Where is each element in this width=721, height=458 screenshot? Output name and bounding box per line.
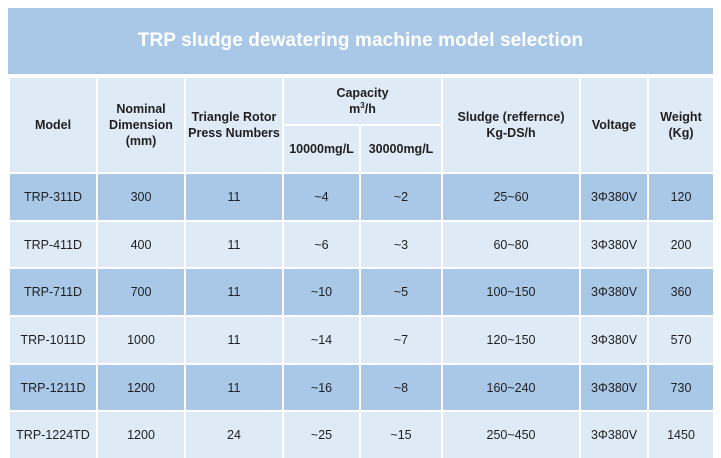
cell-dimension: 1200 <box>96 362 186 413</box>
header-model: Model <box>8 76 98 174</box>
header-sludge: Sludge (reffernce) Kg-DS/h <box>441 76 582 174</box>
cell-model: TRP-411D <box>8 219 98 270</box>
header-triangle-rotor: Triangle Rotor Press Numbers <box>184 76 284 174</box>
cell-rotors: 11 <box>184 219 284 270</box>
header-weight: Weight (Kg) <box>647 76 716 174</box>
header-capacity-10000: 10000mg/L <box>282 124 361 174</box>
cell-capacity-30000: ~3 <box>358 219 444 270</box>
cell-dimension: 300 <box>96 172 186 222</box>
header-rotor-line-2: Press Numbers <box>188 126 280 140</box>
cell-sludge: 25~60 <box>441 172 582 222</box>
cell-capacity-10000: ~25 <box>282 410 361 458</box>
cell-rotors: 11 <box>184 172 284 222</box>
cell-sludge: 250~450 <box>441 410 582 458</box>
cell-weight: 360 <box>647 267 716 318</box>
table-row: TRP-1224TD 1200 24 ~25 ~15 250~450 3Φ380… <box>8 410 716 458</box>
cell-weight: 730 <box>647 362 716 413</box>
cell-voltage: 3Φ380V <box>579 219 650 270</box>
model-selection-table: Model Nominal Dimension (mm) Triangle Ro… <box>8 76 716 458</box>
cell-weight: 1450 <box>647 410 716 458</box>
cell-capacity-30000: ~8 <box>358 362 444 413</box>
cell-weight: 200 <box>647 219 716 270</box>
cell-capacity-30000: ~2 <box>358 172 444 222</box>
cell-sludge: 100~150 <box>441 267 582 318</box>
cell-model: TRP-311D <box>8 172 98 222</box>
cell-sludge: 160~240 <box>441 362 582 413</box>
cell-capacity-30000: ~15 <box>358 410 444 458</box>
table-row: TRP-711D 700 11 ~10 ~5 100~150 3Φ380V 36… <box>8 267 716 318</box>
header-model-label: Model <box>34 118 72 132</box>
cell-capacity-10000: ~4 <box>282 172 361 222</box>
cell-model: TRP-1011D <box>8 315 98 365</box>
cell-capacity-30000: ~7 <box>358 315 444 365</box>
header-nominal-dimension: Nominal Dimension (mm) <box>96 76 186 174</box>
cell-sludge: 60~80 <box>441 219 582 270</box>
cell-dimension: 1200 <box>96 410 186 458</box>
header-weight-line-2: (Kg) <box>668 126 694 140</box>
header-nominal-line-1: Nominal <box>116 102 166 116</box>
cell-voltage: 3Φ380V <box>579 267 650 318</box>
cell-weight: 570 <box>647 315 716 365</box>
cell-voltage: 3Φ380V <box>579 410 650 458</box>
table-row: TRP-1011D 1000 11 ~14 ~7 120~150 3Φ380V … <box>8 315 716 365</box>
cell-rotors: 11 <box>184 362 284 413</box>
header-capacity-line-1: Capacity <box>336 86 389 100</box>
table-row: TRP-311D 300 11 ~4 ~2 25~60 3Φ380V 120 <box>8 172 716 222</box>
cell-voltage: 3Φ380V <box>579 315 650 365</box>
header-weight-line-1: Weight <box>660 110 702 124</box>
cell-rotors: 11 <box>184 267 284 318</box>
header-sludge-line-1: Sludge (reffernce) <box>457 110 565 124</box>
cell-capacity-10000: ~14 <box>282 315 361 365</box>
cell-capacity-10000: ~6 <box>282 219 361 270</box>
cell-capacity-30000: ~5 <box>358 267 444 318</box>
header-voltage-label: Voltage <box>591 118 637 132</box>
cell-model: TRP-1211D <box>8 362 98 413</box>
cell-sludge: 120~150 <box>441 315 582 365</box>
header-capacity-30000: 30000mg/L <box>358 124 444 174</box>
cell-model: TRP-711D <box>8 267 98 318</box>
cell-rotors: 11 <box>184 315 284 365</box>
cell-capacity-10000: ~16 <box>282 362 361 413</box>
cell-voltage: 3Φ380V <box>579 172 650 222</box>
header-sludge-line-2: Kg-DS/h <box>486 126 536 140</box>
cell-rotors: 24 <box>184 410 284 458</box>
header-capacity-unit: m3/h <box>349 100 376 116</box>
header-nominal-line-2: Dimension <box>109 118 173 132</box>
table-row: TRP-411D 400 11 ~6 ~3 60~80 3Φ380V 200 <box>8 219 716 270</box>
header-capacity: Capacity m3/h <box>281 76 444 126</box>
cell-model: TRP-1224TD <box>8 410 98 458</box>
cell-dimension: 400 <box>96 219 186 270</box>
cell-dimension: 1000 <box>96 315 186 365</box>
table-title: TRP sludge dewatering machine model sele… <box>8 8 713 74</box>
header-rotor-line-1: Triangle Rotor <box>191 110 277 124</box>
cell-weight: 120 <box>647 172 716 222</box>
cell-dimension: 700 <box>96 267 186 318</box>
table-row: TRP-1211D 1200 11 ~16 ~8 160~240 3Φ380V … <box>8 362 716 413</box>
header-voltage: Voltage <box>579 76 650 174</box>
cell-capacity-10000: ~10 <box>282 267 361 318</box>
cell-voltage: 3Φ380V <box>579 362 650 413</box>
header-nominal-line-3: (mm) <box>125 134 157 148</box>
